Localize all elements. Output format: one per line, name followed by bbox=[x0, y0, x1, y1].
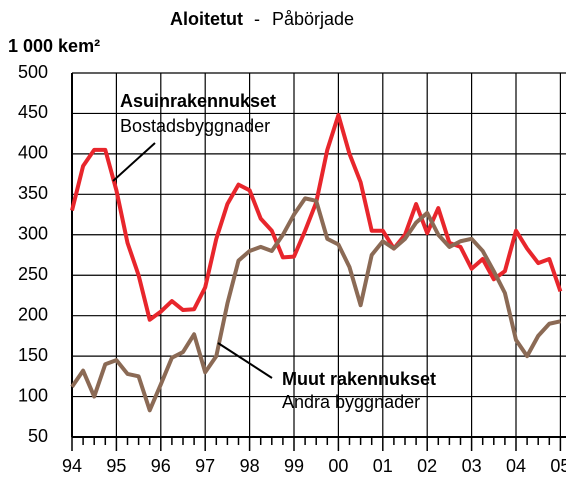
series-label: Muut rakennukset bbox=[282, 369, 436, 389]
y-axis-label: 1 000 kem² bbox=[8, 36, 100, 56]
pointer bbox=[112, 142, 156, 182]
series-label: Asuinrakennukset bbox=[120, 91, 276, 111]
y-tick-label: 150 bbox=[18, 345, 48, 365]
x-tick-label: 04 bbox=[506, 456, 526, 476]
x-tick-label: 00 bbox=[328, 456, 348, 476]
y-tick-label: 350 bbox=[18, 183, 48, 203]
y-tick-label: 300 bbox=[18, 224, 48, 244]
x-tick-label: 94 bbox=[62, 456, 82, 476]
series-line bbox=[70, 196, 561, 413]
x-tick-label: 03 bbox=[462, 456, 482, 476]
pointer bbox=[217, 342, 273, 379]
series-sublabel: Andra byggnader bbox=[282, 392, 420, 412]
chart-subtitle: Påbörjade bbox=[272, 9, 354, 29]
chart-title-separator: - bbox=[254, 9, 260, 29]
x-tick-label: 96 bbox=[151, 456, 171, 476]
x-tick-label: 01 bbox=[373, 456, 393, 476]
y-tick-label: 50 bbox=[28, 426, 48, 446]
y-tick-label: 450 bbox=[18, 102, 48, 122]
x-tick-label: 05 bbox=[550, 456, 566, 476]
x-tick-label: 99 bbox=[284, 456, 304, 476]
grid: 50 100 150 200 250 300 350 400 450 500 94 95 96 97 98 9… bbox=[18, 62, 566, 476]
y-tick-label: 100 bbox=[18, 385, 48, 405]
chart-title: Aloitetut bbox=[170, 9, 243, 29]
series-line bbox=[70, 113, 563, 322]
x-tick-label: 97 bbox=[195, 456, 215, 476]
y-tick-label: 250 bbox=[18, 264, 48, 284]
y-tick-label: 200 bbox=[18, 304, 48, 324]
y-tick-label: 500 bbox=[18, 62, 48, 82]
x-tick-label: 02 bbox=[417, 456, 437, 476]
series-sublabel: Bostadsbyggnader bbox=[120, 116, 270, 136]
x-tick-label: 95 bbox=[106, 456, 126, 476]
plot bbox=[70, 113, 563, 413]
y-tick-label: 400 bbox=[18, 143, 48, 163]
x-tick-label: 98 bbox=[240, 456, 260, 476]
annotations: Asuinrakennukset Bostadsbyggnader Muut r… bbox=[112, 91, 436, 412]
